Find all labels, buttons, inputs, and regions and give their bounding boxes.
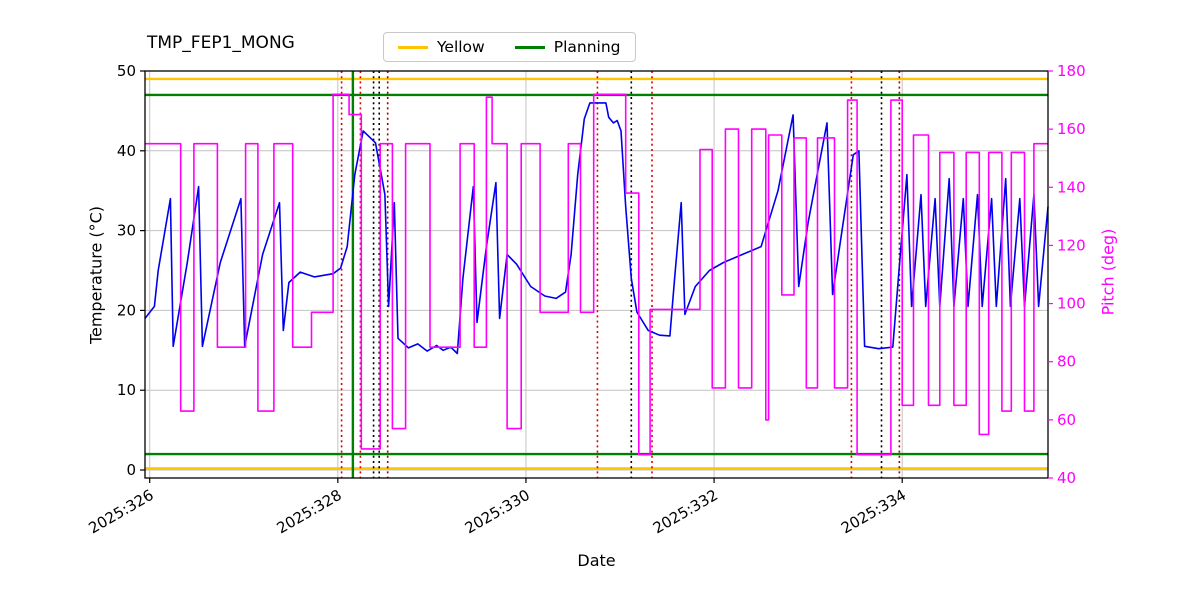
y-axis-label-temperature: Temperature (°C)	[86, 205, 106, 345]
legend-line-planning	[514, 45, 545, 49]
y-tick-label-left: 40	[117, 142, 136, 160]
legend-label-yellow: Yellow	[437, 38, 485, 56]
x-tick-label: 2025:334	[838, 486, 909, 538]
y-tick-label-right: 80	[1057, 353, 1076, 371]
legend-label-planning: Planning	[553, 38, 621, 56]
x-axis-label-date: Date	[577, 551, 616, 570]
y-tick-label-right: 160	[1057, 120, 1086, 138]
y-tick-label-right: 120	[1057, 236, 1086, 254]
y-tick-label-left: 20	[117, 301, 136, 319]
legend-item-yellow: Yellow	[398, 38, 485, 56]
x-tick-label: 2025:328	[274, 486, 345, 538]
y-tick-label-right: 60	[1057, 411, 1076, 429]
x-tick-label: 2025:332	[650, 486, 721, 538]
y-tick-label-right: 180	[1057, 62, 1086, 80]
y-tick-label-left: 30	[117, 222, 136, 240]
x-tick-label: 2025:326	[85, 486, 156, 538]
temperature-line	[144, 102, 1049, 355]
y-tick-label-right: 40	[1057, 469, 1076, 487]
x-tick-label: 2025:330	[462, 486, 533, 538]
legend: Yellow Planning	[383, 32, 636, 62]
y-axis-label-pitch: Pitch (deg)	[1098, 228, 1118, 316]
y-tick-label-left: 10	[117, 381, 136, 399]
plot-frame	[144, 70, 1049, 479]
pitch-line	[145, 93, 1048, 456]
chart-title: TMP_FEP1_MONG	[147, 33, 295, 53]
legend-item-planning: Planning	[514, 38, 621, 56]
y-tick-label-right: 140	[1057, 178, 1086, 196]
y-tick-label-left: 0	[126, 461, 136, 479]
y-tick-label-left: 50	[117, 62, 136, 80]
legend-line-yellow	[398, 45, 428, 49]
y-tick-label-right: 100	[1057, 295, 1086, 313]
